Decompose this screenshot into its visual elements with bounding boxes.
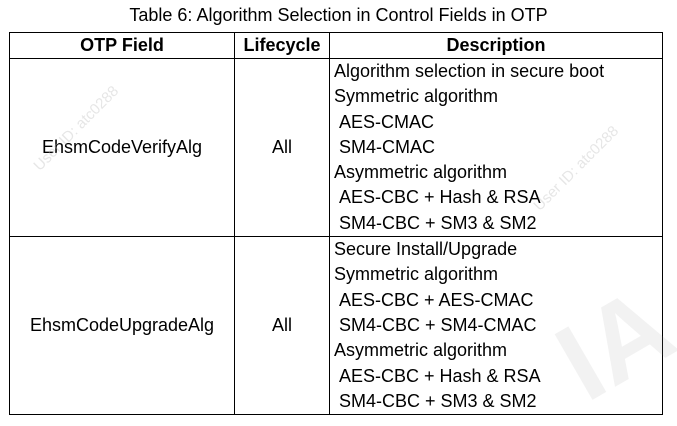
description-line: Algorithm selection in secure boot [334,61,605,81]
lifecycle-cell: All [234,57,330,238]
description-line: AES-CMAC [339,111,435,132]
description-line: SM4-CBC + SM3 & SM2 [339,212,537,233]
otp-algorithm-table: OTP Field Lifecycle Description EhsmCode… [9,32,663,416]
header-otp-field: OTP Field [9,32,235,59]
description-line: AES-CBC + Hash & RSA [339,365,541,386]
description-cell: Algorithm selection in secure boot Symme… [329,57,663,238]
description-cell: Secure Install/Upgrade Symmetric algorit… [329,236,663,416]
otp-field-cell: EhsmCodeUpgradeAlg [9,236,235,416]
header-description: Description [329,32,663,59]
lifecycle-cell: All [234,236,330,416]
description-line: SM4-CMAC [339,136,436,157]
header-lifecycle: Lifecycle [234,32,330,59]
description-line: Symmetric algorithm [334,264,499,285]
description-line: Asymmetric algorithm [334,162,508,183]
description-line: SM4-CBC + SM4-CMAC [339,314,537,335]
description-line: AES-CBC + AES-CMAC [339,289,534,310]
table-row: EhsmCodeVerifyAlg All Algorithm selectio… [9,57,663,238]
table-header-row: OTP Field Lifecycle Description [9,32,663,59]
description-line: Symmetric algorithm [334,86,499,107]
description-line: Secure Install/Upgrade [334,239,518,260]
table-row: EhsmCodeUpgradeAlg All Secure Install/Up… [9,236,663,416]
description-line: AES-CBC + Hash & RSA [339,187,541,208]
description-line: SM4-CBC + SM3 & SM2 [339,390,537,411]
description-line: Asymmetric algorithm [334,340,508,361]
otp-field-cell: EhsmCodeVerifyAlg [9,57,235,238]
table-caption: Table 6: Algorithm Selection in Control … [129,5,548,25]
